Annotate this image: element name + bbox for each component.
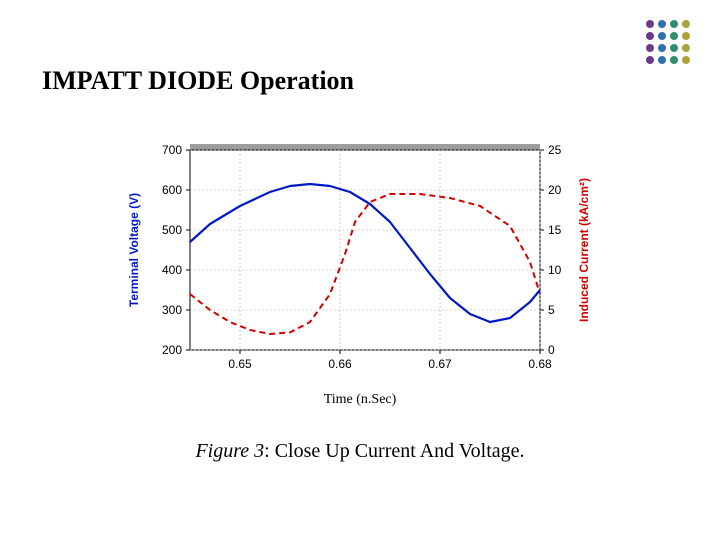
svg-text:0.68: 0.68: [528, 357, 552, 371]
x-axis-label: Time (n.Sec): [0, 392, 720, 408]
svg-text:0.67: 0.67: [428, 357, 452, 371]
figure-caption: Figure 3: Close Up Current And Voltage.: [0, 440, 720, 463]
svg-text:Terminal Voltage (V): Terminal Voltage (V): [127, 193, 141, 307]
svg-text:0.66: 0.66: [328, 357, 352, 371]
figure-caption-text: : Close Up Current And Voltage.: [264, 440, 524, 462]
svg-text:400: 400: [162, 263, 182, 277]
decorative-dot-grid: [644, 18, 692, 66]
page-title: IMPATT DIODE Operation: [42, 66, 354, 96]
chart: 200 300 400 500 600 700 0 5 10 15 20 25 0.65 0.66 0.67…: [120, 140, 600, 390]
svg-text:5: 5: [548, 303, 555, 317]
svg-text:200: 200: [162, 343, 182, 357]
svg-text:15: 15: [548, 223, 562, 237]
figure-number: Figure 3: [195, 440, 264, 462]
svg-text:600: 600: [162, 183, 182, 197]
svg-text:0: 0: [548, 343, 555, 357]
svg-text:25: 25: [548, 143, 562, 157]
svg-text:500: 500: [162, 223, 182, 237]
svg-text:300: 300: [162, 303, 182, 317]
svg-text:0.65: 0.65: [228, 357, 252, 371]
svg-text:10: 10: [548, 263, 562, 277]
svg-text:20: 20: [548, 183, 562, 197]
svg-text:Induced Current (kA/cm²): Induced Current (kA/cm²): [577, 178, 591, 322]
svg-text:700: 700: [162, 143, 182, 157]
